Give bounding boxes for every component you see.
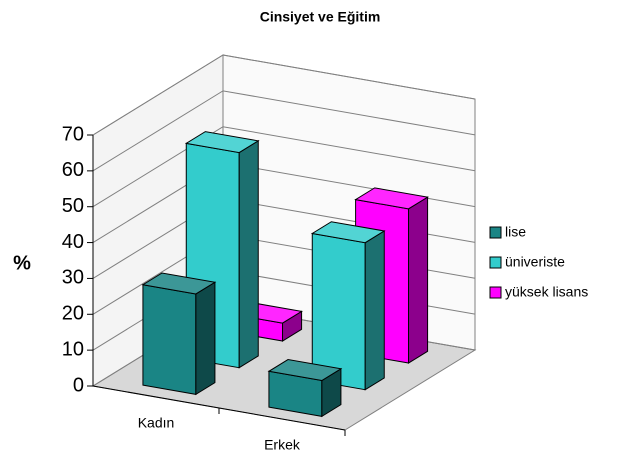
y-tick-label: 30 — [62, 267, 84, 289]
bar-side — [408, 196, 429, 364]
y-tick-label: 0 — [73, 374, 84, 396]
bar-side — [364, 230, 385, 391]
y-tick-label: 60 — [62, 159, 84, 181]
y-tick-label: 10 — [62, 338, 84, 360]
y-tick-label: 20 — [62, 303, 84, 325]
legend-swatch — [489, 286, 502, 299]
legend-label: lise — [505, 224, 526, 240]
bar-top — [141, 272, 217, 295]
x-tick-label: Kadın — [138, 415, 175, 431]
bar-front — [142, 284, 197, 395]
chart-title: Cinsiyet ve Eğitim — [260, 9, 381, 25]
bar-side — [238, 139, 259, 369]
bar — [184, 131, 260, 369]
bar-top — [267, 359, 343, 382]
bar — [310, 221, 386, 391]
y-tick-label: 40 — [62, 231, 84, 253]
bar — [267, 359, 343, 418]
y-axis-label: % — [13, 252, 31, 274]
grid-line — [92, 54, 476, 136]
bar — [141, 272, 217, 396]
bar-top — [310, 221, 386, 244]
bar-top — [184, 131, 260, 154]
y-tick-label: 50 — [62, 195, 84, 217]
legend-label: üniveriste — [505, 254, 565, 270]
legend-swatch — [489, 226, 502, 239]
grid-line — [92, 126, 476, 208]
bar-side — [195, 281, 216, 396]
legend-label: yüksek lisans — [505, 284, 588, 300]
x-tick-label: Erkek — [264, 437, 301, 451]
grid-line — [92, 90, 476, 172]
bar-top — [354, 187, 429, 210]
legend-swatch — [489, 256, 502, 269]
y-tick-label: 70 — [62, 123, 84, 145]
